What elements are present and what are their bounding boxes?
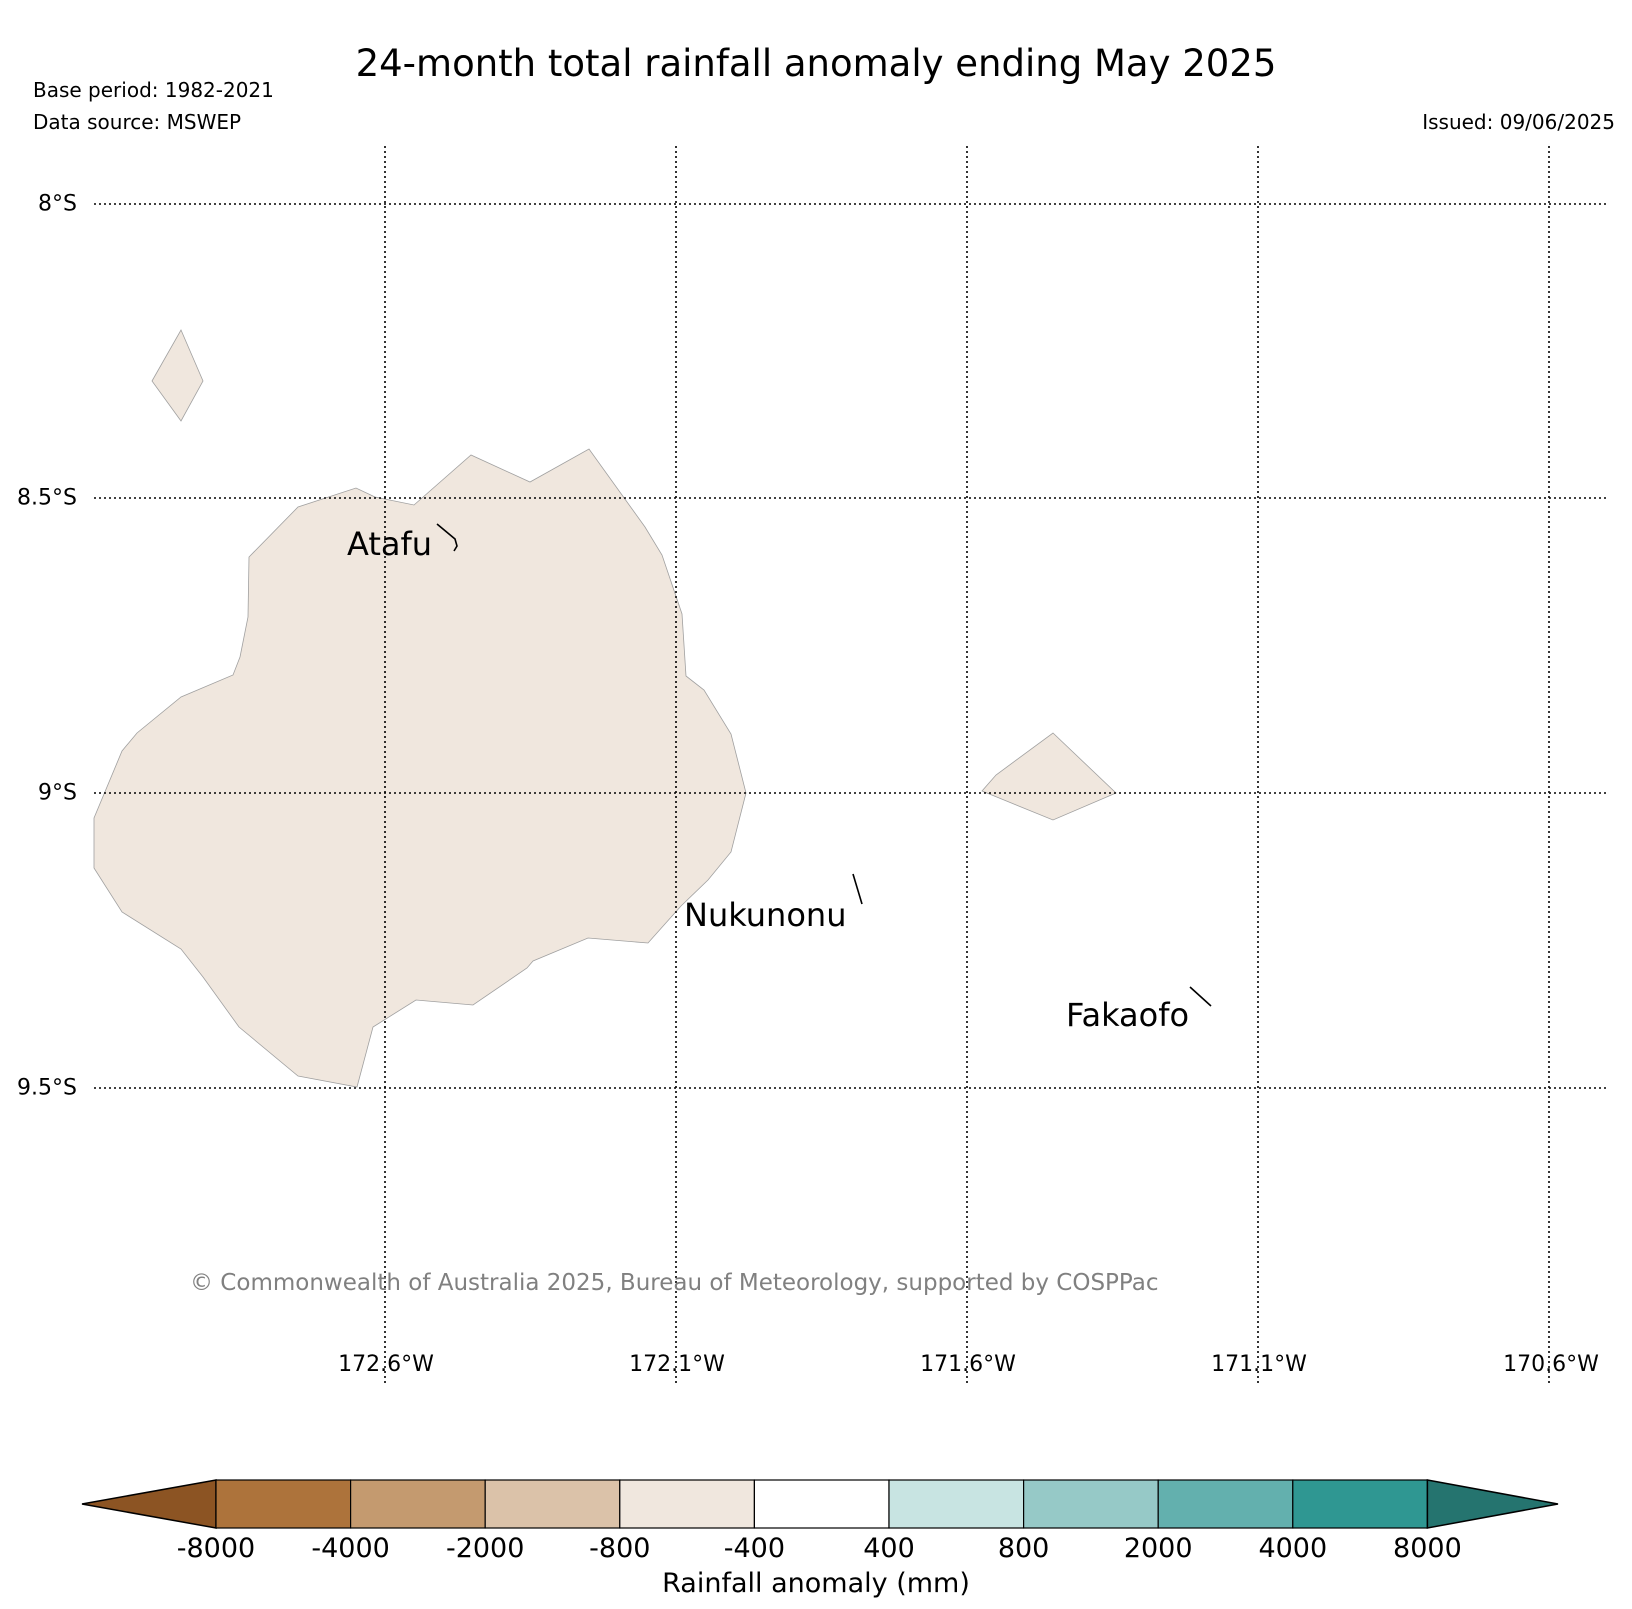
colorbar-tick-label: 8000 xyxy=(1393,1533,1462,1564)
fakaofo-outline xyxy=(1189,986,1212,1007)
land-large-island xyxy=(93,448,747,1088)
land-small-island-east xyxy=(981,732,1117,821)
place-label-atafu: Atafu xyxy=(347,525,432,563)
base-period-text: Base period: 1982-2021 xyxy=(33,78,274,102)
colorbar-segment xyxy=(484,1479,621,1529)
colorbar-tick-label: -400 xyxy=(723,1533,786,1564)
colorbar-segment xyxy=(215,1479,352,1529)
chart-title: 24-month total rainfall anomaly ending M… xyxy=(355,42,1277,85)
colorbar-segment xyxy=(350,1479,486,1529)
land-areas xyxy=(93,329,1117,1088)
lat-label: 8.5°S xyxy=(17,485,77,511)
colorbar-extend-low xyxy=(81,1479,217,1529)
lon-label: 172.1°W xyxy=(629,1352,725,1377)
lon-label: 170.6°W xyxy=(1503,1352,1599,1377)
colorbar-label: Rainfall anomaly (mm) xyxy=(662,1568,970,1599)
colorbar-tick-label: -800 xyxy=(589,1533,651,1564)
atoll-outlines xyxy=(436,523,1212,1007)
colorbar-tick-label: 2000 xyxy=(1123,1533,1193,1564)
colorbar-segment xyxy=(888,1479,1025,1529)
colorbar-tick-label: -4000 xyxy=(311,1533,390,1564)
place-label-nukunonu: Nukunonu xyxy=(684,896,846,934)
colorbar-segment xyxy=(619,1479,755,1529)
colorbar-segment xyxy=(1157,1479,1294,1529)
colorbar-extend-high xyxy=(1426,1479,1559,1529)
lat-label: 9.5°S xyxy=(17,1075,77,1101)
data-source-text: Data source: MSWEP xyxy=(33,110,242,134)
colorbar-segments xyxy=(81,1479,1559,1529)
colorbar-tick-label: -8000 xyxy=(176,1533,256,1564)
colorbar-segment xyxy=(1292,1479,1429,1529)
lat-label: 9°S xyxy=(38,780,77,806)
gridlines xyxy=(94,146,1608,1384)
colorbar-segment xyxy=(1022,1479,1159,1529)
lat-label: 8°S xyxy=(38,191,77,217)
place-label-fakaofo: Fakaofo xyxy=(1066,996,1189,1034)
issued-date-text: Issued: 09/06/2025 xyxy=(1422,110,1615,134)
colorbar-tick-label: 800 xyxy=(997,1533,1050,1564)
atafu-outline xyxy=(436,523,458,552)
colorbar-tick-label: 4000 xyxy=(1258,1533,1328,1564)
copyright-text: © Commonwealth of Australia 2025, Bureau… xyxy=(190,1270,1159,1296)
lon-label: 171.6°W xyxy=(920,1352,1016,1377)
lon-label: 171.1°W xyxy=(1211,1352,1307,1377)
colorbar-tick-label: -2000 xyxy=(445,1533,525,1564)
colorbar-tick-label: 400 xyxy=(863,1533,915,1564)
nukunonu-outline xyxy=(852,873,863,905)
map-area: Atafu Nukunonu Fakaofo xyxy=(93,146,1608,1384)
colorbar-segment xyxy=(753,1479,890,1529)
lon-label: 172.6°W xyxy=(338,1352,434,1377)
land-small-island-nw xyxy=(151,329,204,422)
colorbar xyxy=(81,1479,1559,1529)
